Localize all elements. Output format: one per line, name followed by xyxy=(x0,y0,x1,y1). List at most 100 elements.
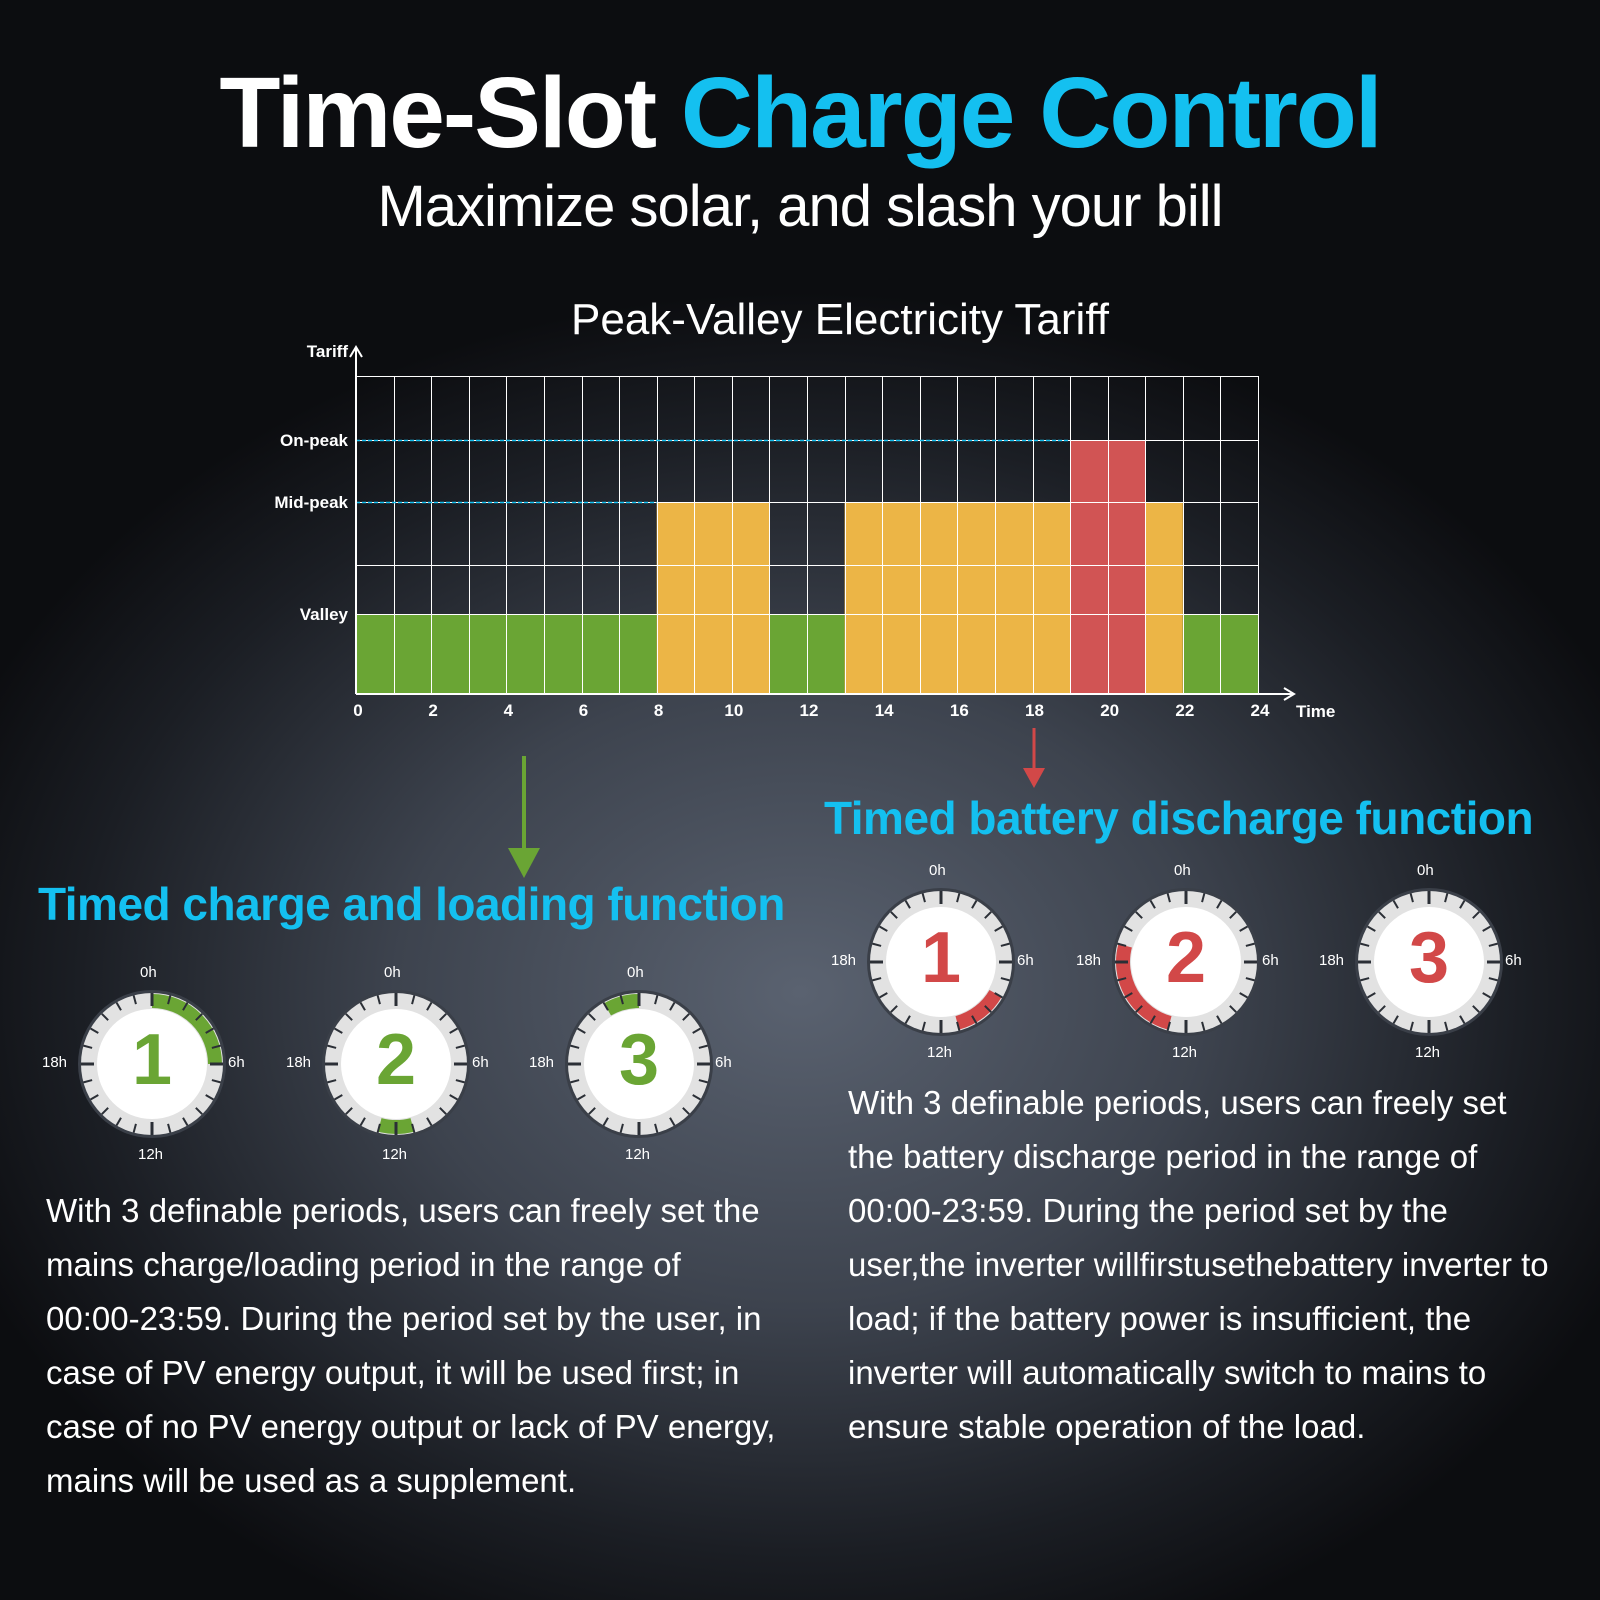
x-tick-label: 18 xyxy=(1025,701,1044,720)
arrow-down-green xyxy=(508,756,540,878)
tariff-bar xyxy=(656,502,770,694)
dial-tick xyxy=(698,1044,708,1049)
dial-tick xyxy=(411,995,416,1005)
label-6h: 6h xyxy=(1017,952,1034,969)
dial-tick xyxy=(1488,942,1498,947)
dial-tick xyxy=(602,1117,609,1126)
discharge-heading: Timed battery discharge function xyxy=(824,792,1534,844)
charge-dial-3: 3 0h 6h 12h 18h xyxy=(529,964,732,1164)
dial-tick xyxy=(211,1044,221,1049)
dial-tick xyxy=(455,1044,465,1049)
dial-tick xyxy=(1245,942,1255,947)
label-12h: 12h xyxy=(382,1146,408,1163)
dial-tick xyxy=(1229,911,1237,919)
dial-center xyxy=(1131,907,1241,1017)
dial-tick xyxy=(956,893,961,903)
x-tick-label: 12 xyxy=(800,701,819,720)
dial-tick xyxy=(890,911,898,919)
dial-tick xyxy=(682,1107,690,1115)
label-18h: 18h xyxy=(1076,952,1102,969)
dial-tick xyxy=(345,1107,353,1115)
dial-tick xyxy=(83,1079,93,1084)
dial-tick xyxy=(984,1005,992,1013)
x-tick-label: 4 xyxy=(504,701,514,720)
label-6h: 6h xyxy=(1262,952,1279,969)
dial-highlight-arc xyxy=(955,989,1002,1030)
label-18h: 18h xyxy=(42,1054,68,1071)
dial-tick xyxy=(205,1094,214,1101)
dial-center xyxy=(341,1009,451,1119)
dial-tick xyxy=(1482,925,1491,932)
dial-tick xyxy=(1117,977,1127,982)
dial-tick xyxy=(449,1094,458,1101)
dial-tick xyxy=(1472,1005,1480,1013)
label-18h: 18h xyxy=(1319,952,1345,969)
charge-description: With 3 definable periods, users can free… xyxy=(46,1192,776,1499)
x-tick-label: 6 xyxy=(579,701,588,720)
label-0h: 0h xyxy=(140,964,157,981)
label-12h: 12h xyxy=(625,1146,651,1163)
dial-tick xyxy=(904,1015,911,1024)
clock-dial-icon xyxy=(1355,888,1503,1036)
dial-tick xyxy=(654,1123,659,1133)
label-18h: 18h xyxy=(831,952,857,969)
dial-tick xyxy=(570,1044,580,1049)
dial-tick xyxy=(1360,977,1370,982)
dial-tick xyxy=(345,1013,353,1021)
title-white: Time-Slot xyxy=(219,57,657,169)
x-tick-label: 0 xyxy=(353,701,362,720)
dial-tick xyxy=(971,900,978,909)
dial-tick xyxy=(1392,900,1399,909)
dial-tick xyxy=(602,1002,609,1011)
dial-tick xyxy=(1135,1005,1143,1013)
dial-tick xyxy=(439,1013,447,1021)
dial-tick xyxy=(1409,1021,1414,1031)
label-0h: 0h xyxy=(929,862,946,879)
dial-tick xyxy=(426,1002,433,1011)
dial-tick xyxy=(83,1044,93,1049)
dial-number: 3 xyxy=(1408,918,1450,998)
dial-tick xyxy=(90,1027,99,1034)
dial-tick xyxy=(411,1123,416,1133)
label-12h: 12h xyxy=(138,1146,164,1163)
dial-tick xyxy=(1149,1015,1156,1024)
label-12h: 12h xyxy=(1172,1044,1198,1061)
discharge-dial-3: 3 0h 6h 12h 18h xyxy=(1319,862,1522,1062)
dial-tick xyxy=(619,1123,624,1133)
dial-tick xyxy=(1149,900,1156,909)
dial-tick xyxy=(1000,942,1010,947)
dial-tick xyxy=(334,1027,343,1034)
dial-tick xyxy=(205,1027,214,1034)
dial-tick xyxy=(1166,1021,1171,1031)
discharge-description: With 3 definable periods, users can free… xyxy=(848,1084,1549,1445)
dial-tick xyxy=(1488,977,1498,982)
dial-number: 1 xyxy=(920,918,962,998)
dial-tick xyxy=(376,995,381,1005)
label-0h: 0h xyxy=(384,964,401,981)
label-6h: 6h xyxy=(1505,952,1522,969)
label-18h: 18h xyxy=(286,1054,312,1071)
charge-dial-2: 2 0h 6h 12h 18h xyxy=(286,964,489,1164)
dial-tick xyxy=(588,1013,596,1021)
dial-tick xyxy=(692,1027,701,1034)
clock-dial-icon xyxy=(565,990,713,1138)
tariff-chart: Peak-Valley Electricity Tariff Tariff Time… xyxy=(274,295,1335,720)
dial-tick xyxy=(211,1079,221,1084)
dial-tick xyxy=(669,1002,676,1011)
tariff-bar xyxy=(1145,502,1183,694)
dial-tick xyxy=(698,1079,708,1084)
x-tick-label: 2 xyxy=(428,701,437,720)
dial-number: 3 xyxy=(618,1020,660,1100)
dial-number: 2 xyxy=(375,1020,417,1100)
label-0h: 0h xyxy=(1174,862,1191,879)
dial-tick xyxy=(984,911,992,919)
dial-tick xyxy=(1239,992,1248,999)
dial-tick xyxy=(1117,942,1127,947)
dial-tick xyxy=(1367,925,1376,932)
dial-tick xyxy=(890,1005,898,1013)
dial-tick xyxy=(1166,893,1171,903)
dial-tick xyxy=(1360,942,1370,947)
dial-tick xyxy=(872,942,882,947)
dial-tick xyxy=(1459,900,1466,909)
x-axis-label: Time xyxy=(1296,702,1335,720)
